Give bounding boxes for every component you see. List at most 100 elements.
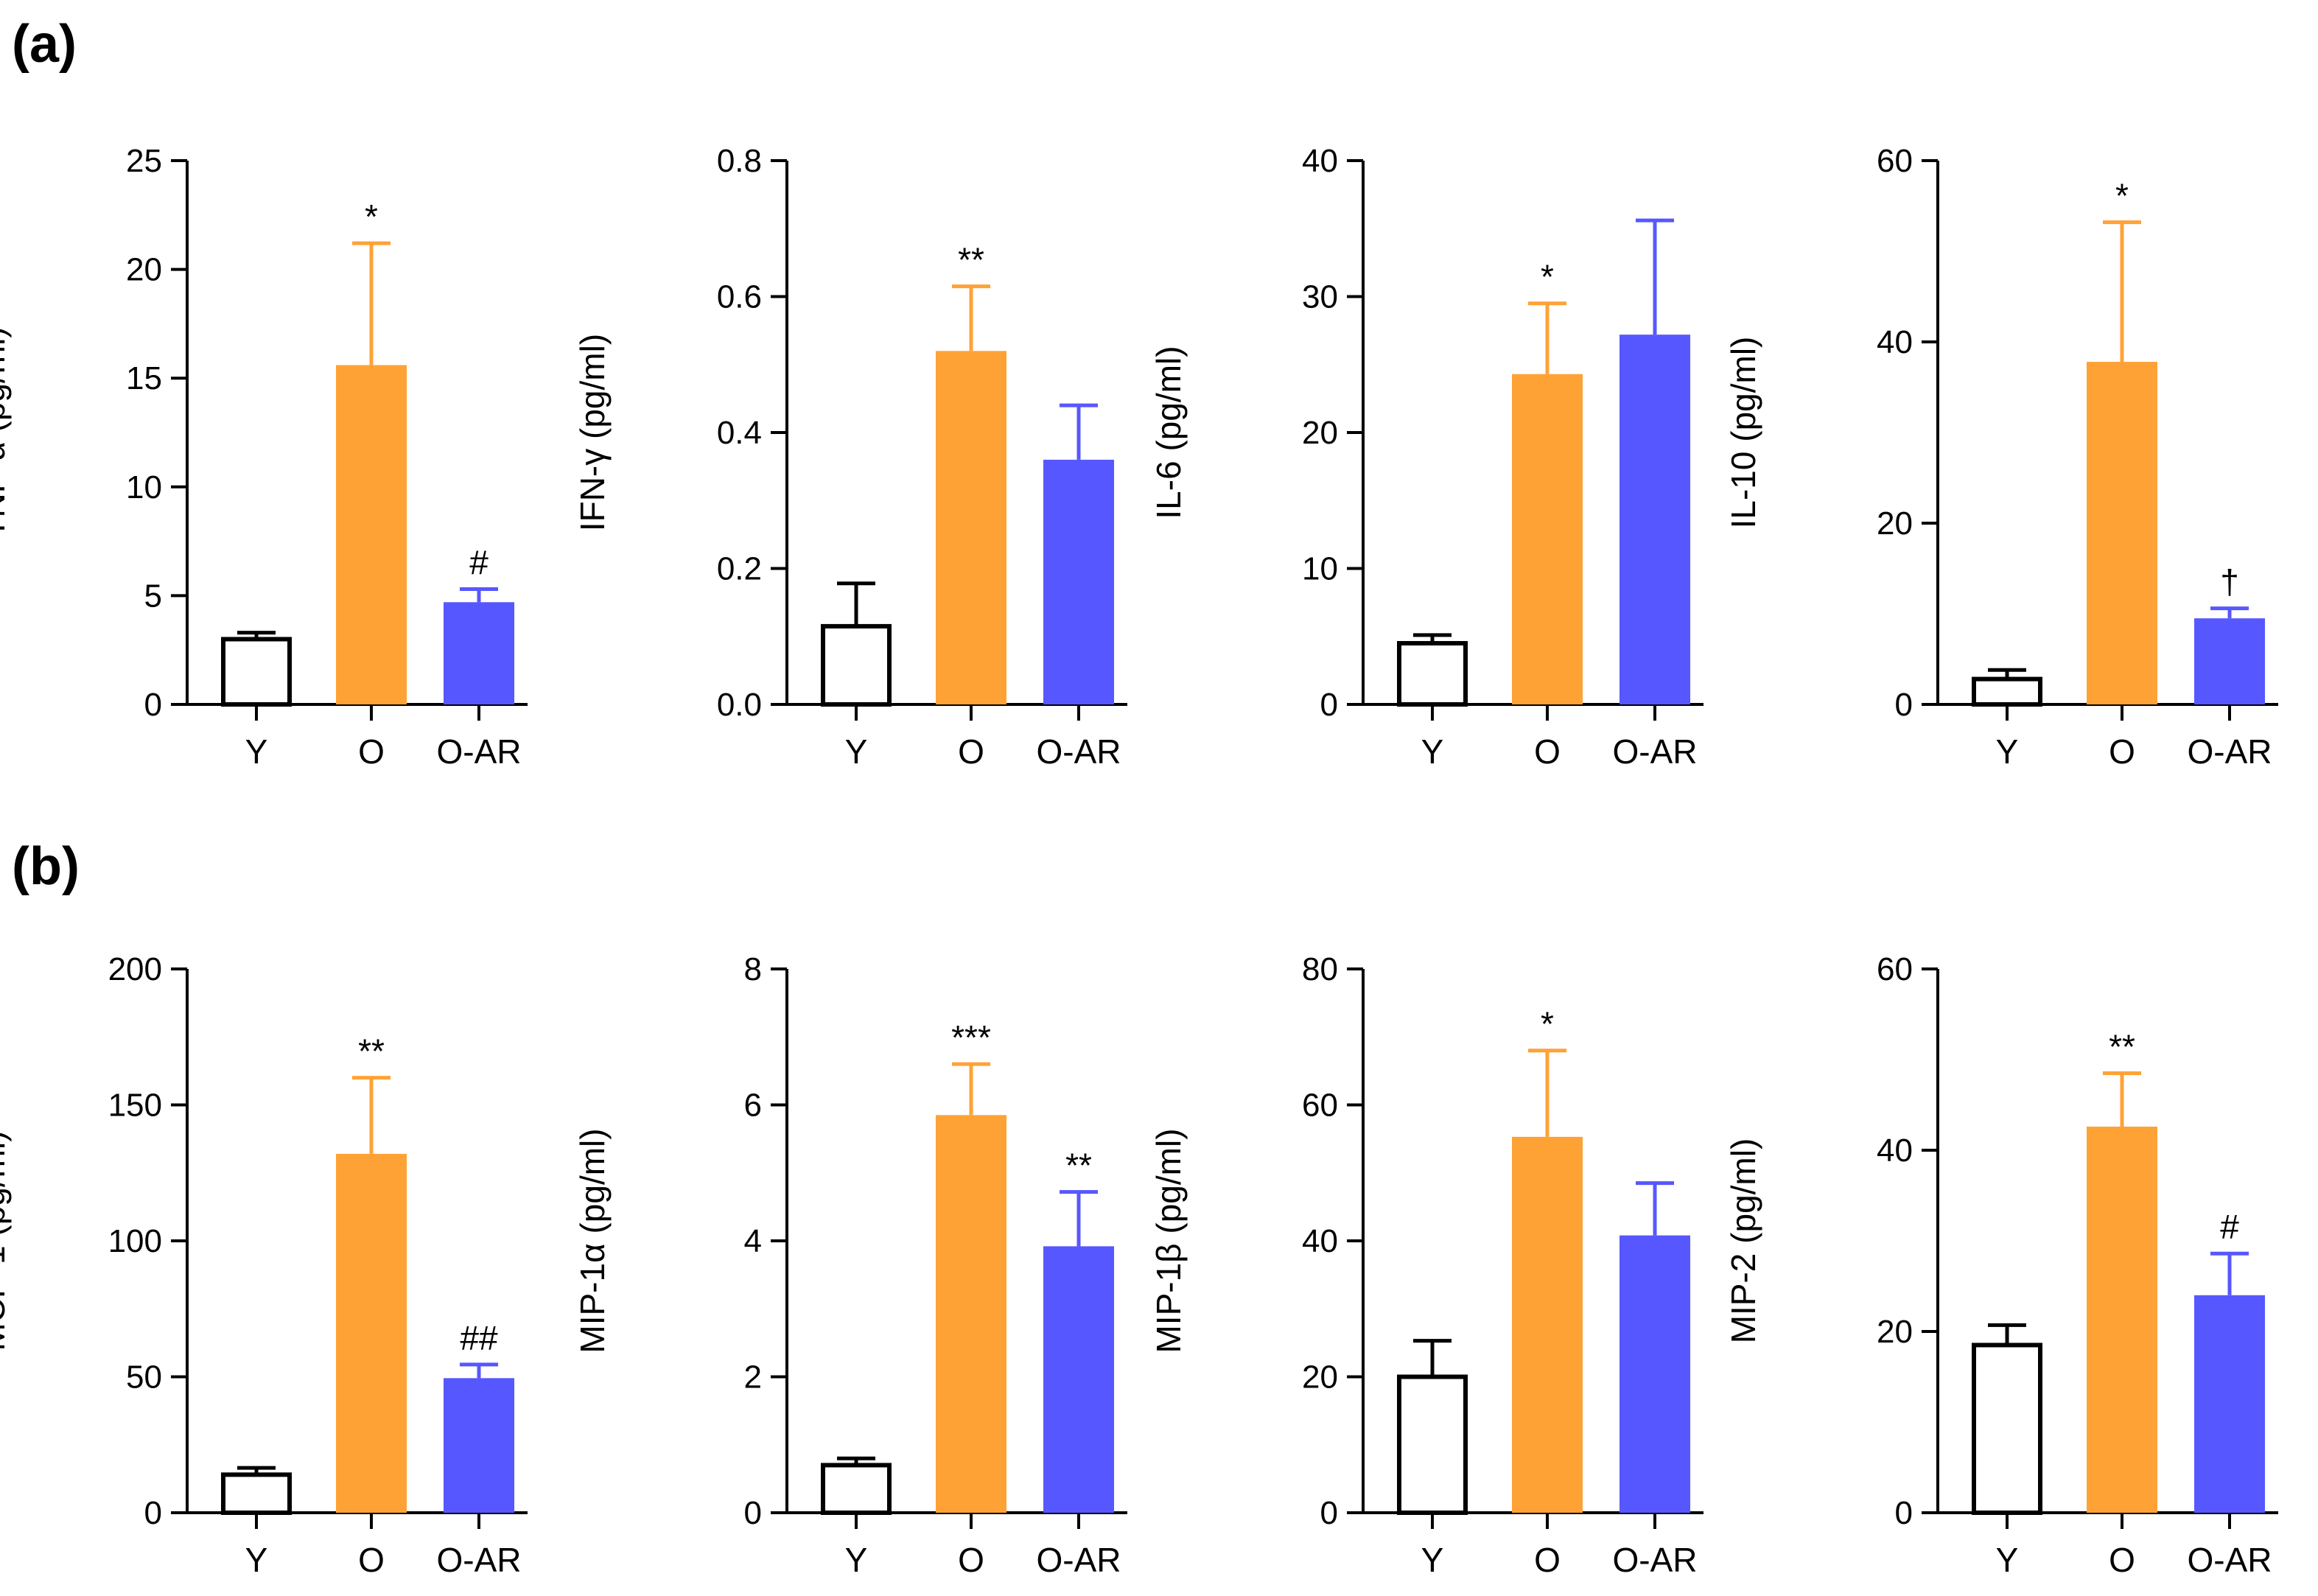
y-tick-label: 20 [1877,1314,1913,1350]
y-tick-label: 100 [108,1223,162,1259]
y-tick-label: 20 [1302,415,1338,451]
chart-5: 0 50 100 150 200 Y O ** O-AR ## MCP-1 (pg/ml) [0,951,528,1579]
y-tick-label: 0.0 [717,687,762,723]
bar-O-AR [2194,618,2265,704]
y-tick-label: 0.6 [717,279,762,315]
y-tick-label: 30 [1302,279,1338,315]
y-tick-label: 0.8 [717,143,762,179]
bar-O-AR [2194,1295,2265,1513]
y-axis-title: IL-10 (pg/ml) [1724,337,1762,529]
category-label-O-AR: O-AR [1613,732,1698,771]
y-tick-label: 40 [1302,143,1338,179]
significance-label-O: ** [2109,1027,2135,1065]
y-tick-label: 60 [1877,143,1913,179]
y-axis-title: MIP-1α (pg/ml) [573,1128,612,1353]
y-axis-title: MCP-1 (pg/ml) [0,1130,12,1351]
y-tick-label: 0 [744,1495,762,1531]
category-label-Y: Y [1421,1541,1444,1579]
y-axis-title: MIP-1β (pg/ml) [1149,1128,1188,1353]
y-axis-title: MIP-2 (pg/ml) [1724,1138,1762,1344]
chart-3: 0 10 20 30 40 Y O * O-AR IL-6 (pg/ml) [1149,143,1704,771]
category-label-Y: Y [1421,732,1444,771]
category-label-O: O [958,1541,984,1579]
y-tick-label: 0.4 [717,415,762,451]
y-tick-label: 60 [1877,951,1913,987]
significance-label-O: * [365,197,378,236]
chart-4: 0 20 40 60 Y O * O-AR † IL-10 (pg/ml) [1724,143,2278,771]
bar-O [936,351,1006,704]
category-label-Y: Y [245,732,268,771]
bar-O-AR [444,1378,514,1513]
bar-Y [821,1463,892,1516]
y-tick-label: 15 [126,360,162,396]
y-tick-label: 10 [126,469,162,505]
bar-O [1512,1136,1583,1513]
bar-O [2087,362,2157,704]
significance-label-O: ** [958,241,984,279]
y-tick-label: 5 [144,578,162,614]
y-tick-label: 2 [744,1359,762,1396]
y-tick-label: 20 [1877,505,1913,542]
y-tick-label: 0 [1320,1495,1338,1531]
significance-label-O: * [2115,177,2129,215]
panel-label-a: (a) [12,15,77,74]
bar-O [336,365,407,704]
y-tick-label: 200 [108,951,162,987]
category-label-O: O [1534,1541,1561,1579]
bar-O-AR [1620,335,1690,704]
bar-O-AR [444,602,514,704]
category-label-Y: Y [1996,1541,2019,1579]
category-label-O-AR: O-AR [1037,1541,1121,1579]
category-label-O: O [958,732,984,771]
category-label-O-AR: O-AR [2188,732,2272,771]
bar-O [336,1153,407,1513]
category-label-O-AR: O-AR [2188,1541,2272,1579]
y-axis-title: TNF-α (pg/ml) [0,326,12,538]
bar-Y [821,623,892,707]
category-label-O: O [2109,732,2135,771]
chart-7: 0 20 40 60 80 Y O * O-AR MIP-1β (pg/ml) [1149,951,1704,1579]
y-tick-label: 0 [1320,687,1338,723]
chart-2: 0.0 0.2 0.4 0.6 0.8 Y O ** O-AR IFN-γ (pg/ml) [573,143,1127,771]
y-tick-label: 40 [1302,1223,1338,1259]
y-tick-label: 0.2 [717,551,762,587]
y-tick-label: 0 [144,1495,162,1531]
bar-O-AR [1043,459,1114,704]
significance-label-O: ** [358,1032,385,1071]
category-label-Y: Y [845,1541,868,1579]
category-label-O-AR: O-AR [1613,1541,1698,1579]
y-tick-label: 0 [1895,687,1913,723]
significance-label-O-AR: † [2220,563,2239,601]
chart-8: 0 20 40 60 Y O ** O-AR # MIP-2 (pg/ml) [1724,951,2278,1579]
bar-Y [221,1472,292,1515]
category-label-O: O [2109,1541,2135,1579]
y-tick-label: 8 [744,951,762,987]
bar-O [936,1115,1006,1513]
category-label-O: O [1534,732,1561,771]
y-tick-label: 20 [1302,1359,1338,1396]
bar-O [2087,1127,2157,1513]
y-tick-label: 0 [144,687,162,723]
y-tick-label: 20 [126,252,162,288]
chart-6: 0 2 4 6 8 Y O *** O-AR ** MIP-1α (pg/ml) [573,951,1127,1579]
significance-label-O-AR: ** [1065,1147,1092,1185]
category-label-O: O [358,1541,385,1579]
significance-label-O-AR: # [2220,1208,2239,1246]
y-tick-label: 60 [1302,1088,1338,1124]
y-axis-title: IFN-γ (pg/ml) [573,334,612,531]
bar-Y [1972,676,2042,707]
bar-Y [221,637,292,707]
significance-label-O: * [1541,258,1554,296]
panel-label-b: (b) [12,837,80,896]
y-tick-label: 50 [126,1359,162,1396]
category-label-Y: Y [245,1541,268,1579]
bar-O-AR [1043,1246,1114,1513]
significance-label-O: * [1541,1005,1554,1043]
bar-O-AR [1620,1235,1690,1513]
bar-Y [1397,1374,1468,1515]
y-tick-label: 6 [744,1088,762,1124]
category-label-O-AR: O-AR [1037,732,1121,771]
category-label-O-AR: O-AR [437,732,522,771]
